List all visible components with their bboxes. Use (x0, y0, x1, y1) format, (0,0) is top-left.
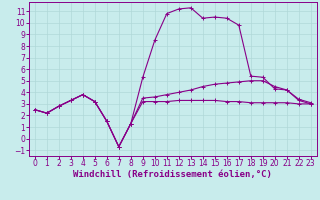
X-axis label: Windchill (Refroidissement éolien,°C): Windchill (Refroidissement éolien,°C) (73, 170, 272, 179)
